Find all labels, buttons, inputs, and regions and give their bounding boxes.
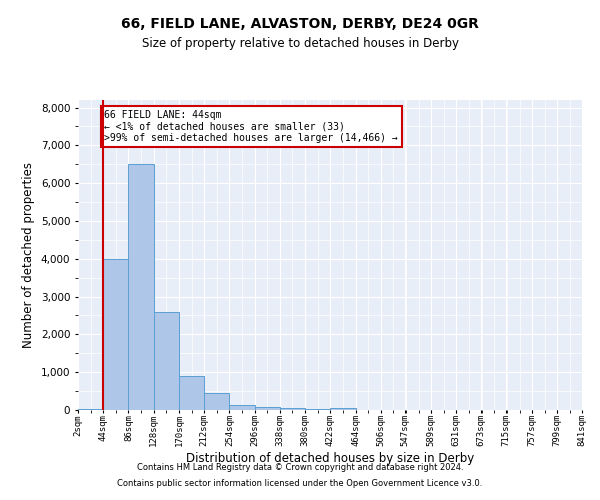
Bar bbox=[254, 407, 280, 410]
Bar bbox=[305, 409, 331, 410]
Bar bbox=[179, 376, 204, 410]
Bar bbox=[154, 312, 179, 410]
Text: 66 FIELD LANE: 44sqm
← <1% of detached houses are smaller (33)
>99% of semi-deta: 66 FIELD LANE: 44sqm ← <1% of detached h… bbox=[104, 110, 398, 143]
Bar bbox=[103, 259, 128, 410]
Bar bbox=[78, 409, 103, 410]
Bar bbox=[331, 408, 356, 410]
Text: 66, FIELD LANE, ALVASTON, DERBY, DE24 0GR: 66, FIELD LANE, ALVASTON, DERBY, DE24 0G… bbox=[121, 18, 479, 32]
X-axis label: Distribution of detached houses by size in Derby: Distribution of detached houses by size … bbox=[186, 452, 474, 465]
Y-axis label: Number of detached properties: Number of detached properties bbox=[22, 162, 35, 348]
Bar bbox=[229, 406, 254, 410]
Text: Contains public sector information licensed under the Open Government Licence v3: Contains public sector information licen… bbox=[118, 478, 482, 488]
Bar bbox=[280, 408, 305, 410]
Text: Size of property relative to detached houses in Derby: Size of property relative to detached ho… bbox=[142, 38, 458, 51]
Text: Contains HM Land Registry data © Crown copyright and database right 2024.: Contains HM Land Registry data © Crown c… bbox=[137, 464, 463, 472]
Bar bbox=[128, 164, 154, 410]
Bar bbox=[204, 393, 229, 410]
